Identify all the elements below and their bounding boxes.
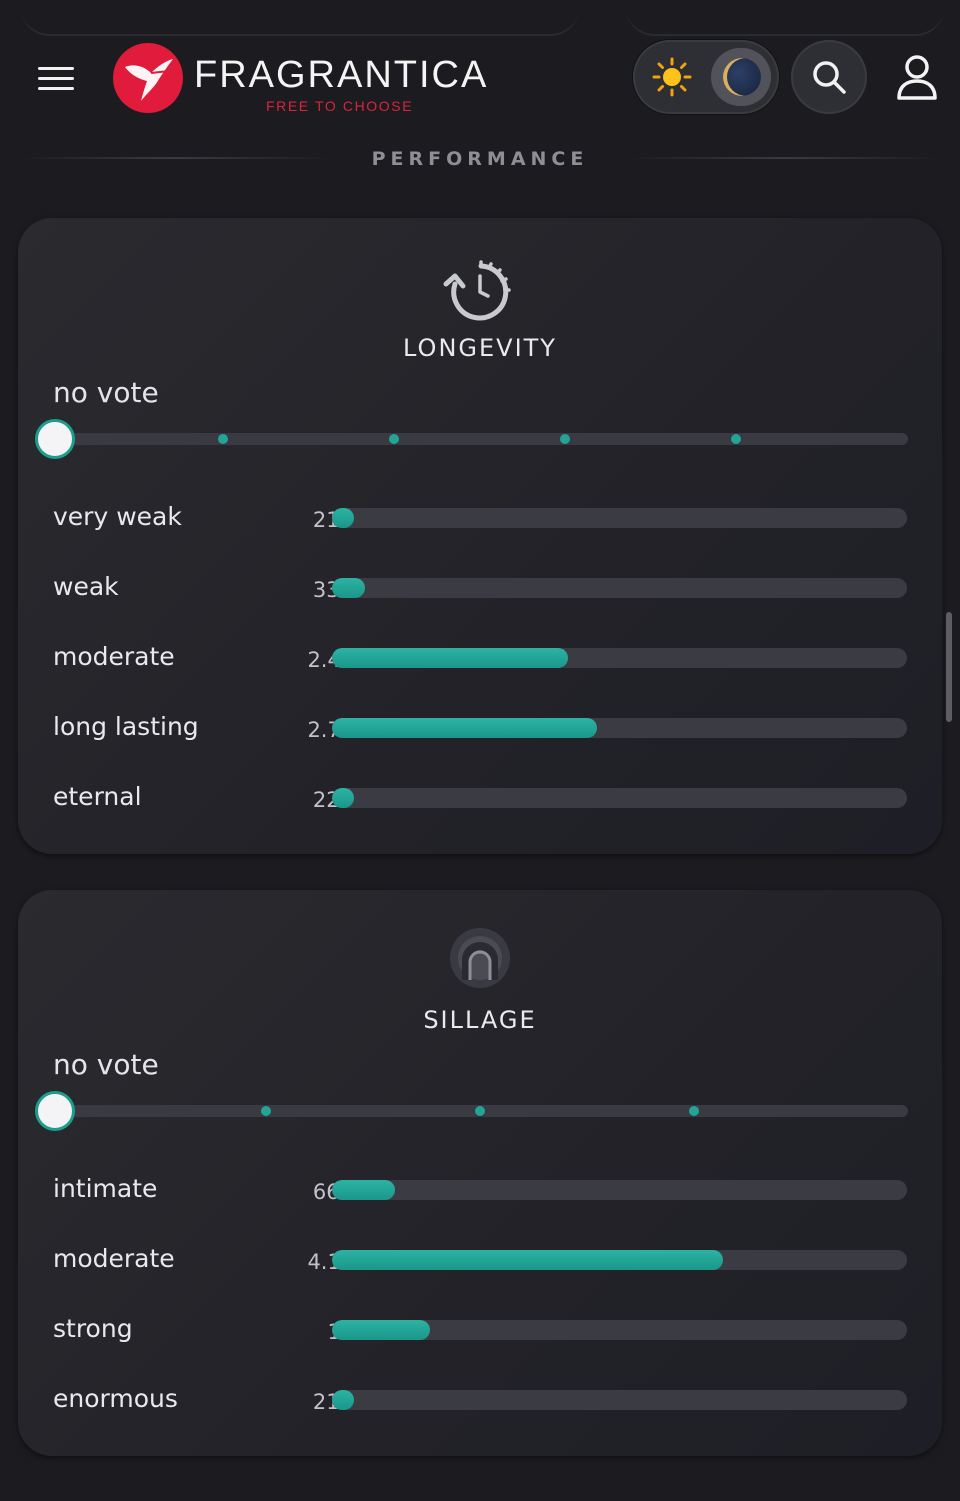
- section-divider-left: [20, 157, 330, 159]
- vote-bar: [332, 1250, 907, 1270]
- rating-label: enormous: [53, 1384, 178, 1413]
- vote-bar-fill: [332, 1180, 396, 1200]
- sillage-row: enormous211: [53, 1384, 907, 1424]
- page-scrollbar[interactable]: [946, 612, 952, 722]
- longevity-row: moderate 2.4k: [53, 642, 907, 682]
- sun-icon[interactable]: [651, 56, 693, 98]
- sillage-person-icon: [444, 924, 516, 992]
- section-divider-right: [630, 157, 940, 159]
- rating-label: weak: [53, 572, 119, 601]
- vote-bar-fill: [332, 788, 354, 808]
- sillage-title: SILLAGE: [423, 1006, 537, 1034]
- user-icon[interactable]: [895, 54, 939, 106]
- sillage-vote-slider[interactable]: [35, 1091, 908, 1131]
- rating-label: intimate: [53, 1174, 158, 1203]
- longevity-row: very weak210: [53, 502, 907, 542]
- sillage-vote-status: no vote: [53, 1048, 159, 1081]
- vote-bar: [332, 788, 907, 808]
- moon-toggle[interactable]: [711, 48, 771, 106]
- moon-icon: [723, 58, 761, 96]
- search-icon: [813, 61, 846, 94]
- vote-bar-fill: [332, 508, 354, 528]
- slider-step[interactable]: [560, 434, 570, 444]
- vote-bar: [332, 578, 907, 598]
- vote-bar-fill: [332, 1250, 723, 1270]
- rating-label: very weak: [53, 502, 182, 531]
- longevity-vote-status: no vote: [53, 376, 159, 409]
- longevity-title: LONGEVITY: [403, 334, 557, 362]
- rating-label: moderate: [53, 642, 175, 671]
- brand-tagline: FREE TO CHOOSE: [266, 98, 414, 114]
- slider-knob[interactable]: [35, 1091, 75, 1131]
- vote-bar: [332, 1320, 907, 1340]
- longevity-vote-slider[interactable]: [35, 419, 908, 459]
- top-card-edge: [20, 0, 580, 36]
- brand-name[interactable]: FRAGRANTICA: [194, 54, 489, 96]
- vote-bar: [332, 1180, 907, 1200]
- longevity-row: eternal229: [53, 782, 907, 822]
- slider-step[interactable]: [218, 434, 228, 444]
- vote-bar-fill: [332, 1320, 430, 1340]
- longevity-card: LONGEVITY no vote very weak210 weak338 mod…: [18, 218, 942, 854]
- sillage-row: moderate 4.1k: [53, 1244, 907, 1284]
- rating-label: strong: [53, 1314, 133, 1343]
- vote-bar: [332, 648, 907, 668]
- vote-bar-fill: [332, 718, 597, 738]
- rating-label: long lasting: [53, 712, 199, 741]
- vote-bar-fill: [332, 648, 568, 668]
- vote-bar: [332, 718, 907, 738]
- theme-toggle[interactable]: [633, 40, 779, 114]
- section-title: PERFORMANCE: [371, 148, 589, 170]
- top-card-edge-right: [625, 0, 945, 36]
- sillage-row: strong1k: [53, 1314, 907, 1354]
- slider-step[interactable]: [261, 1106, 271, 1116]
- vote-bar-fill: [332, 578, 366, 598]
- rating-label: moderate: [53, 1244, 175, 1273]
- vote-bar: [332, 1390, 907, 1410]
- longevity-row: long lasting 2.7k: [53, 712, 907, 752]
- slider-step[interactable]: [475, 1106, 485, 1116]
- vote-bar: [332, 508, 907, 528]
- site-header: FRAGRANTICA FREE TO CHOOSE: [0, 38, 960, 118]
- rating-label: eternal: [53, 782, 142, 811]
- slider-step[interactable]: [731, 434, 741, 444]
- sillage-row: intimate666: [53, 1174, 907, 1214]
- menu-icon[interactable]: [38, 65, 76, 91]
- slider-step[interactable]: [389, 434, 399, 444]
- slider-knob[interactable]: [35, 419, 75, 459]
- slider-step[interactable]: [689, 1106, 699, 1116]
- stopwatch-icon: [443, 254, 517, 330]
- vote-bar-fill: [332, 1390, 354, 1410]
- hummingbird-logo[interactable]: [113, 43, 183, 113]
- longevity-row: weak338: [53, 572, 907, 612]
- search-button[interactable]: [791, 40, 867, 114]
